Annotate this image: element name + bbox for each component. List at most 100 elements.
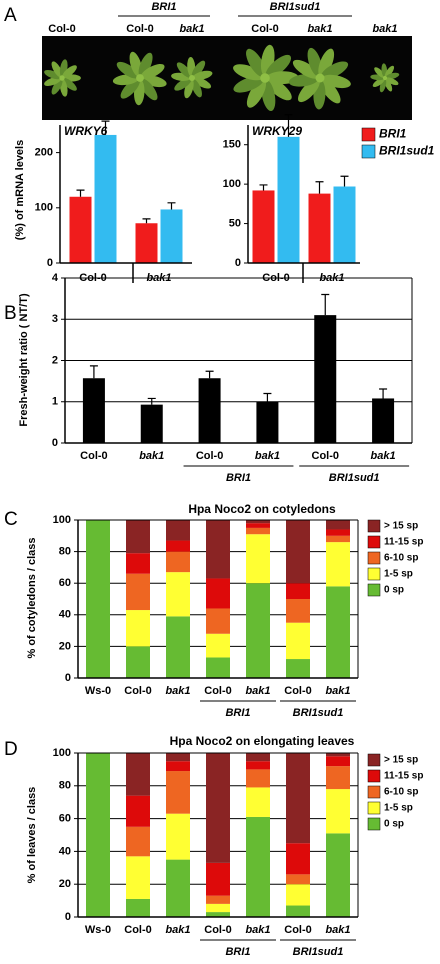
x-tick-label: Ws-0 [85,924,111,936]
bar-segment [326,520,350,530]
leaf [44,70,62,80]
error-bar [89,365,98,379]
error-bar [147,397,156,405]
y-tick-label: 200 [35,147,53,159]
bar-segment [166,859,190,917]
bar-segment [326,535,350,543]
x-tick-label: Col-0 [284,685,312,697]
bar-segment [246,583,270,678]
y-tick-label: 100 [53,747,71,759]
leaf [297,78,320,103]
leaf [176,62,192,78]
bar [372,398,395,443]
error-bar [284,114,293,137]
legend-swatch [367,551,381,565]
y-tick-label: 2 [52,354,58,366]
bar [252,190,275,263]
group-label: BRI1sud1 [293,946,344,958]
bar-segment [246,527,270,535]
bar-segment [206,903,230,913]
rosette-center [260,73,270,83]
bar-segment [326,766,350,790]
rosette-center [315,73,325,83]
leaf [318,48,335,77]
x-tick-label: Col-0 [196,450,224,462]
bar-segment [246,753,270,762]
x-tick-label: Col-0 [204,924,232,936]
bar-segment [246,534,270,584]
chart-title: Hpa Noco2 on cotyledons [188,502,336,516]
panel-letter: C [4,509,18,530]
leaf [191,78,202,98]
legend-swatch [367,535,381,549]
leaf [139,78,158,101]
y-tick-label: 100 [35,202,53,214]
leaf [192,70,213,80]
bar [333,186,356,263]
bar-segment [326,542,350,587]
photo-label: bak1 [372,23,397,35]
bar-segment [246,761,270,770]
bar-segment [246,816,270,917]
bar-segment [126,520,150,554]
bar-segment [286,874,310,885]
leaf [138,52,153,77]
bar-segment [206,608,230,634]
y-tick-label: 3 [52,313,58,325]
leaf [192,77,212,89]
x-tick-label: Col-0 [284,924,312,936]
rosette-center [59,75,65,81]
leaf [372,77,385,88]
leaf [246,79,267,108]
error-bar [340,175,349,187]
x-tick-label: bak1 [165,924,190,936]
error-bar [259,184,268,191]
bar-segment [326,529,350,536]
panel-letter: D [4,739,18,760]
bar-segment [86,520,110,678]
photo-label: bak1 [307,23,332,35]
bar [135,223,158,263]
bar-segment [126,795,150,827]
y-tick-label: 40 [59,845,71,857]
bar-segment [166,616,190,678]
error-bar [101,120,110,135]
bar [277,136,300,263]
bar [308,193,331,263]
bar-segment [166,771,190,814]
bar [256,401,279,443]
legend-label: 0 sp [384,585,404,596]
bar-segment [246,769,270,788]
photo-label: Col-0 [126,23,154,35]
rosette-center [189,75,195,81]
bar-segment [286,599,310,623]
leaf [116,61,140,79]
bar-segment [166,540,190,552]
bar-segment [206,657,230,678]
bar-segment [206,895,230,904]
bar-segment [126,553,150,574]
x-tick-label: bak1 [245,685,270,697]
bar-segment [126,826,150,857]
bar-segment [286,520,310,584]
x-tick-label: bak1 [325,924,350,936]
panel-letter: B [4,303,17,324]
legend-label: 6-10 sp [384,787,418,798]
bar-segment [286,583,310,599]
bar [314,315,337,443]
y-tick-label: 80 [59,780,71,792]
bar-segment [126,898,150,917]
leaf [140,64,165,80]
legend-label: 1-5 sp [384,803,413,814]
bar-segment [286,753,310,844]
x-tick-label: bak1 [165,685,190,697]
bar-segment [206,578,230,609]
bar-segment [326,586,350,678]
bar-segment [166,753,190,762]
error-bar [263,392,272,402]
bar [198,378,221,443]
error-bar [167,202,176,210]
leaf [384,65,395,78]
leaf [384,78,393,92]
